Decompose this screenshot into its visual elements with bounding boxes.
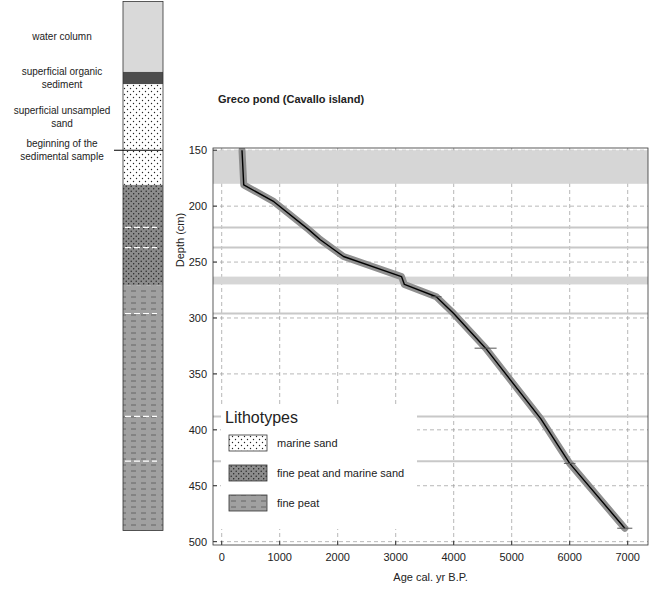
column-frame: [123, 2, 163, 531]
tick-label-y: 350: [189, 368, 207, 380]
legend-swatch: [229, 495, 267, 511]
tick-x: [627, 541, 628, 545]
error-bar: [564, 463, 576, 464]
age-envelope: [242, 150, 625, 528]
grid: [213, 148, 648, 545]
legend-bg: [221, 405, 417, 529]
tick-label-y: 200: [189, 200, 207, 212]
horizon: [213, 313, 648, 315]
plot-frame: [213, 148, 648, 545]
tick-x: [279, 541, 280, 545]
tick-label-x: 0: [219, 551, 225, 563]
column-horizon: [125, 313, 157, 314]
grid-line-y: [213, 317, 648, 318]
column-layer: [123, 72, 163, 84]
label-line: sand: [51, 118, 73, 129]
grid-line-y: [213, 541, 648, 542]
legend-label: fine peat and marine sand: [277, 467, 404, 479]
tick-x: [337, 541, 338, 545]
grid-line-y: [213, 373, 648, 374]
column-layer: [123, 150, 163, 185]
legend-title: Lithotypes: [225, 409, 298, 426]
plot-data: [213, 150, 648, 528]
tick-y: [213, 150, 217, 151]
column-horizon: [125, 247, 157, 248]
band: [213, 277, 648, 285]
tick-label-y: 250: [189, 256, 207, 268]
label-line: superficial organic: [22, 66, 103, 77]
tick-y: [213, 317, 217, 318]
plot-bg: [213, 148, 648, 545]
tick-x: [511, 541, 512, 545]
tick-label-x: 3000: [383, 551, 407, 563]
grid-line-x: [511, 148, 512, 545]
error-bar: [431, 296, 441, 297]
tick-label-x: 6000: [557, 551, 581, 563]
column-marker: [114, 150, 163, 151]
y-axis-title: Depth (cm): [174, 213, 186, 267]
label-line: beginning of the: [26, 138, 98, 149]
horizon: [213, 247, 648, 249]
tick-label-x: 4000: [441, 551, 465, 563]
tick-y: [213, 373, 217, 374]
tick-label-y: 450: [189, 480, 207, 492]
tick-label-y: 400: [189, 424, 207, 436]
column: water columnsuperficial organicsediments…: [14, 2, 163, 531]
figure: water columnsuperficial organicsediments…: [0, 0, 652, 598]
x-axis-title: Age cal. yr B.P.: [393, 571, 467, 583]
tick-x: [453, 541, 454, 545]
column-label: superficial unsampled sand: [14, 105, 111, 129]
tick-x: [221, 541, 222, 545]
column-label: beginning of the sedimental sample: [20, 138, 104, 162]
tick-label-x: 2000: [325, 551, 349, 563]
tick-y: [213, 206, 217, 207]
tick-y: [213, 541, 217, 542]
column-layer: [123, 286, 163, 531]
tick-y: [213, 429, 217, 430]
band: [213, 150, 648, 184]
legend: Lithotypes marine sand fine peat and marin…: [221, 405, 417, 529]
label-line: sedimental sample: [20, 151, 104, 162]
error-bar: [617, 528, 632, 529]
column-horizon: [125, 416, 157, 417]
column-layer: [123, 84, 163, 150]
tick-label-y: 300: [189, 312, 207, 324]
age-depth-line: [242, 150, 625, 528]
axes: 0 1000 2000 3000 4000 5000 6000 7000 150 200 250 30…: [189, 144, 640, 563]
tick-label-x: 5000: [499, 551, 523, 563]
label-line: superficial unsampled: [14, 105, 111, 116]
horizon: [213, 226, 648, 228]
title: Greco pond (Cavallo island): [218, 93, 364, 105]
column-layer: [123, 185, 163, 286]
column-horizon: [125, 227, 157, 228]
column-label: superficial organic sediment: [22, 66, 103, 90]
tick-y: [213, 262, 217, 263]
tick-label-y: 500: [189, 536, 207, 548]
label-line: water column: [31, 31, 91, 42]
legend-label: marine sand: [277, 437, 338, 449]
tick-label-x: 7000: [615, 551, 639, 563]
tick-label-x: 1000: [267, 551, 291, 563]
tick-y: [213, 485, 217, 486]
legend-label: fine peat: [277, 497, 319, 509]
legend-swatch: [229, 465, 267, 481]
tick-x: [569, 541, 570, 545]
grid-line-y: [213, 262, 648, 263]
label-line: sediment: [42, 79, 83, 90]
tick-label-y: 150: [189, 144, 207, 156]
column-label: water column: [31, 31, 91, 42]
column-horizon: [125, 461, 157, 462]
column-layer: [123, 2, 163, 72]
legend-swatch: [229, 435, 267, 451]
error-bar: [475, 348, 497, 349]
tick-x: [395, 541, 396, 545]
